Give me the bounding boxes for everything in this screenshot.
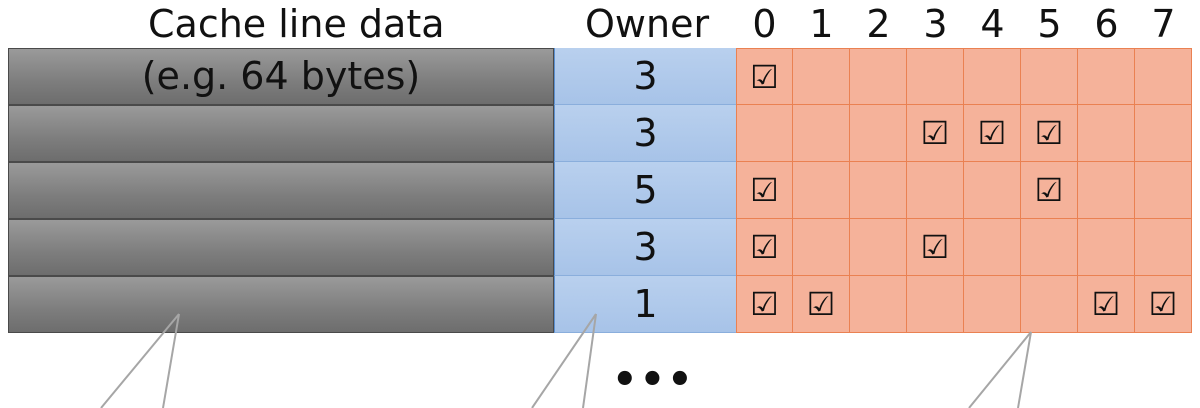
sharer-bit-cell-4: [964, 276, 1021, 333]
owner-cell: 3: [554, 219, 736, 276]
sharer-bit-cell-1: [793, 105, 850, 162]
sharer-bit-cell-4: ☑: [964, 105, 1021, 162]
owner-cell: 1: [554, 276, 736, 333]
sharer-bit-cell-5: [1021, 219, 1078, 276]
cache-line-data-cell: (e.g. 64 bytes): [8, 48, 554, 105]
sharer-bit-cell-1: [793, 48, 850, 105]
sharer-bit-cell-6: ☑: [1078, 276, 1135, 333]
column-header-owner: Owner: [585, 2, 710, 46]
checkbox-checked-icon: ☑: [1034, 114, 1064, 152]
continuation-ellipsis: •••: [612, 357, 695, 403]
callout-bits-right: [1017, 331, 1032, 408]
sharer-bit-cell-3: ☑: [907, 219, 964, 276]
sharer-bit-cell-3: [907, 162, 964, 219]
sharer-bit-cell-0: ☑: [736, 162, 793, 219]
sharer-bit-cell-7: [1135, 105, 1192, 162]
cache-line-data-cell: [8, 105, 554, 162]
sharer-bit-cell-2: [850, 276, 907, 333]
sharer-bit-cell-6: [1078, 219, 1135, 276]
checkbox-checked-icon: ☑: [806, 285, 836, 323]
bit-column-header-0: 0: [752, 2, 777, 46]
sharer-bit-cell-1: [793, 219, 850, 276]
sharer-bit-cell-4: [964, 162, 1021, 219]
callout-owner-right: [582, 313, 597, 408]
sharer-bit-cell-0: ☑: [736, 276, 793, 333]
bit-column-header-7: 7: [1151, 2, 1176, 46]
checkbox-checked-icon: ☑: [977, 114, 1007, 152]
owner-cell: 3: [554, 48, 736, 105]
sharer-bit-cell-7: [1135, 219, 1192, 276]
checkbox-checked-icon: ☑: [920, 114, 950, 152]
sharer-bit-cell-7: ☑: [1135, 276, 1192, 333]
sharer-bit-cell-6: [1078, 162, 1135, 219]
checkbox-checked-icon: ☑: [750, 228, 779, 266]
checkbox-checked-icon: ☑: [750, 285, 779, 323]
owner-cell: 3: [554, 105, 736, 162]
sharer-bit-cell-3: ☑: [907, 105, 964, 162]
bit-column-header-4: 4: [980, 2, 1005, 46]
sharer-bit-cell-2: [850, 48, 907, 105]
bit-column-header-1: 1: [809, 2, 834, 46]
cache-line-data-cell: [8, 219, 554, 276]
bit-column-header-2: 2: [866, 2, 891, 46]
sharer-bit-cell-3: [907, 276, 964, 333]
sharer-bit-cell-1: [793, 162, 850, 219]
sharer-bit-cell-0: [736, 105, 793, 162]
sharer-bit-cell-3: [907, 48, 964, 105]
callout-data-left: [100, 313, 180, 408]
checkbox-checked-icon: ☑: [1148, 285, 1178, 323]
cache-line-data-cell: [8, 276, 554, 333]
checkbox-checked-icon: ☑: [750, 171, 779, 209]
sharer-bit-cell-2: [850, 162, 907, 219]
callout-owner-left: [531, 313, 597, 408]
sharer-bit-cell-5: ☑: [1021, 105, 1078, 162]
column-header-cache-line-data: Cache line data: [148, 2, 445, 46]
bit-column-header-3: 3: [923, 2, 948, 46]
sharer-bit-cell-7: [1135, 162, 1192, 219]
sharer-bit-cell-6: [1078, 105, 1135, 162]
sharer-bit-cell-2: [850, 105, 907, 162]
sharer-bit-cell-5: [1021, 48, 1078, 105]
checkbox-checked-icon: ☑: [1034, 171, 1064, 209]
callout-data-right: [162, 313, 180, 408]
owner-cell: 5: [554, 162, 736, 219]
sharer-bit-cell-0: ☑: [736, 48, 793, 105]
sharer-bit-cell-6: [1078, 48, 1135, 105]
sharer-bit-cell-5: [1021, 276, 1078, 333]
checkbox-checked-icon: ☑: [920, 228, 950, 266]
callout-bits-left: [968, 331, 1032, 408]
bit-column-header-5: 5: [1037, 2, 1062, 46]
sharer-bit-cell-2: [850, 219, 907, 276]
checkbox-checked-icon: ☑: [750, 58, 779, 96]
sharer-bit-cell-1: ☑: [793, 276, 850, 333]
checkbox-checked-icon: ☑: [1091, 285, 1121, 323]
sharer-bit-cell-7: [1135, 48, 1192, 105]
sharer-bit-cell-4: [964, 219, 1021, 276]
sharer-bit-cell-5: ☑: [1021, 162, 1078, 219]
sharer-bit-cell-0: ☑: [736, 219, 793, 276]
cache-line-data-cell: [8, 162, 554, 219]
sharer-bit-cell-4: [964, 48, 1021, 105]
bit-column-header-6: 6: [1094, 2, 1119, 46]
